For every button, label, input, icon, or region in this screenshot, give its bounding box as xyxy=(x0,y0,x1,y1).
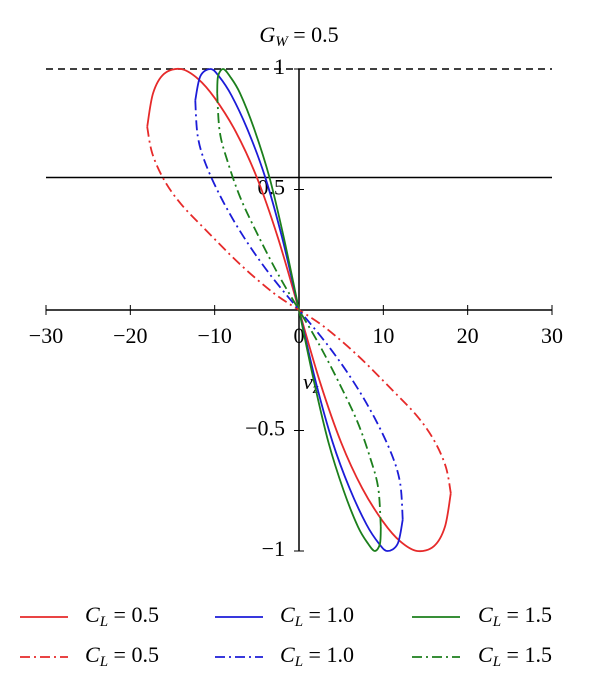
x-tick-label: 20 xyxy=(457,323,479,348)
legend-label: CL = 0.5 xyxy=(85,642,159,670)
x-tick-label: −30 xyxy=(29,323,63,348)
legend-label: CL = 1.0 xyxy=(280,642,354,670)
series-line xyxy=(216,93,382,527)
legend-label: CL = 1.0 xyxy=(280,602,354,630)
y-tick-label: −0.5 xyxy=(245,416,285,441)
y-tick-label: 1 xyxy=(274,54,285,79)
x-tick-label: −20 xyxy=(113,323,147,348)
series-line xyxy=(146,126,452,494)
series-line xyxy=(146,67,452,553)
legend-label: CL = 1.5 xyxy=(478,642,552,670)
chart-title: GW = 0.5 xyxy=(259,22,338,50)
series-line xyxy=(194,100,404,520)
series-line xyxy=(194,68,404,552)
y-tick-label: −1 xyxy=(262,536,285,561)
legend-label: CL = 1.5 xyxy=(478,602,552,630)
series-line xyxy=(216,68,382,552)
x-tick-label: 10 xyxy=(372,323,394,348)
x-tick-label: 0 xyxy=(294,323,305,348)
x-tick-label: −10 xyxy=(197,323,231,348)
x-tick-label: 30 xyxy=(541,323,563,348)
legend-label: CL = 0.5 xyxy=(85,602,159,630)
